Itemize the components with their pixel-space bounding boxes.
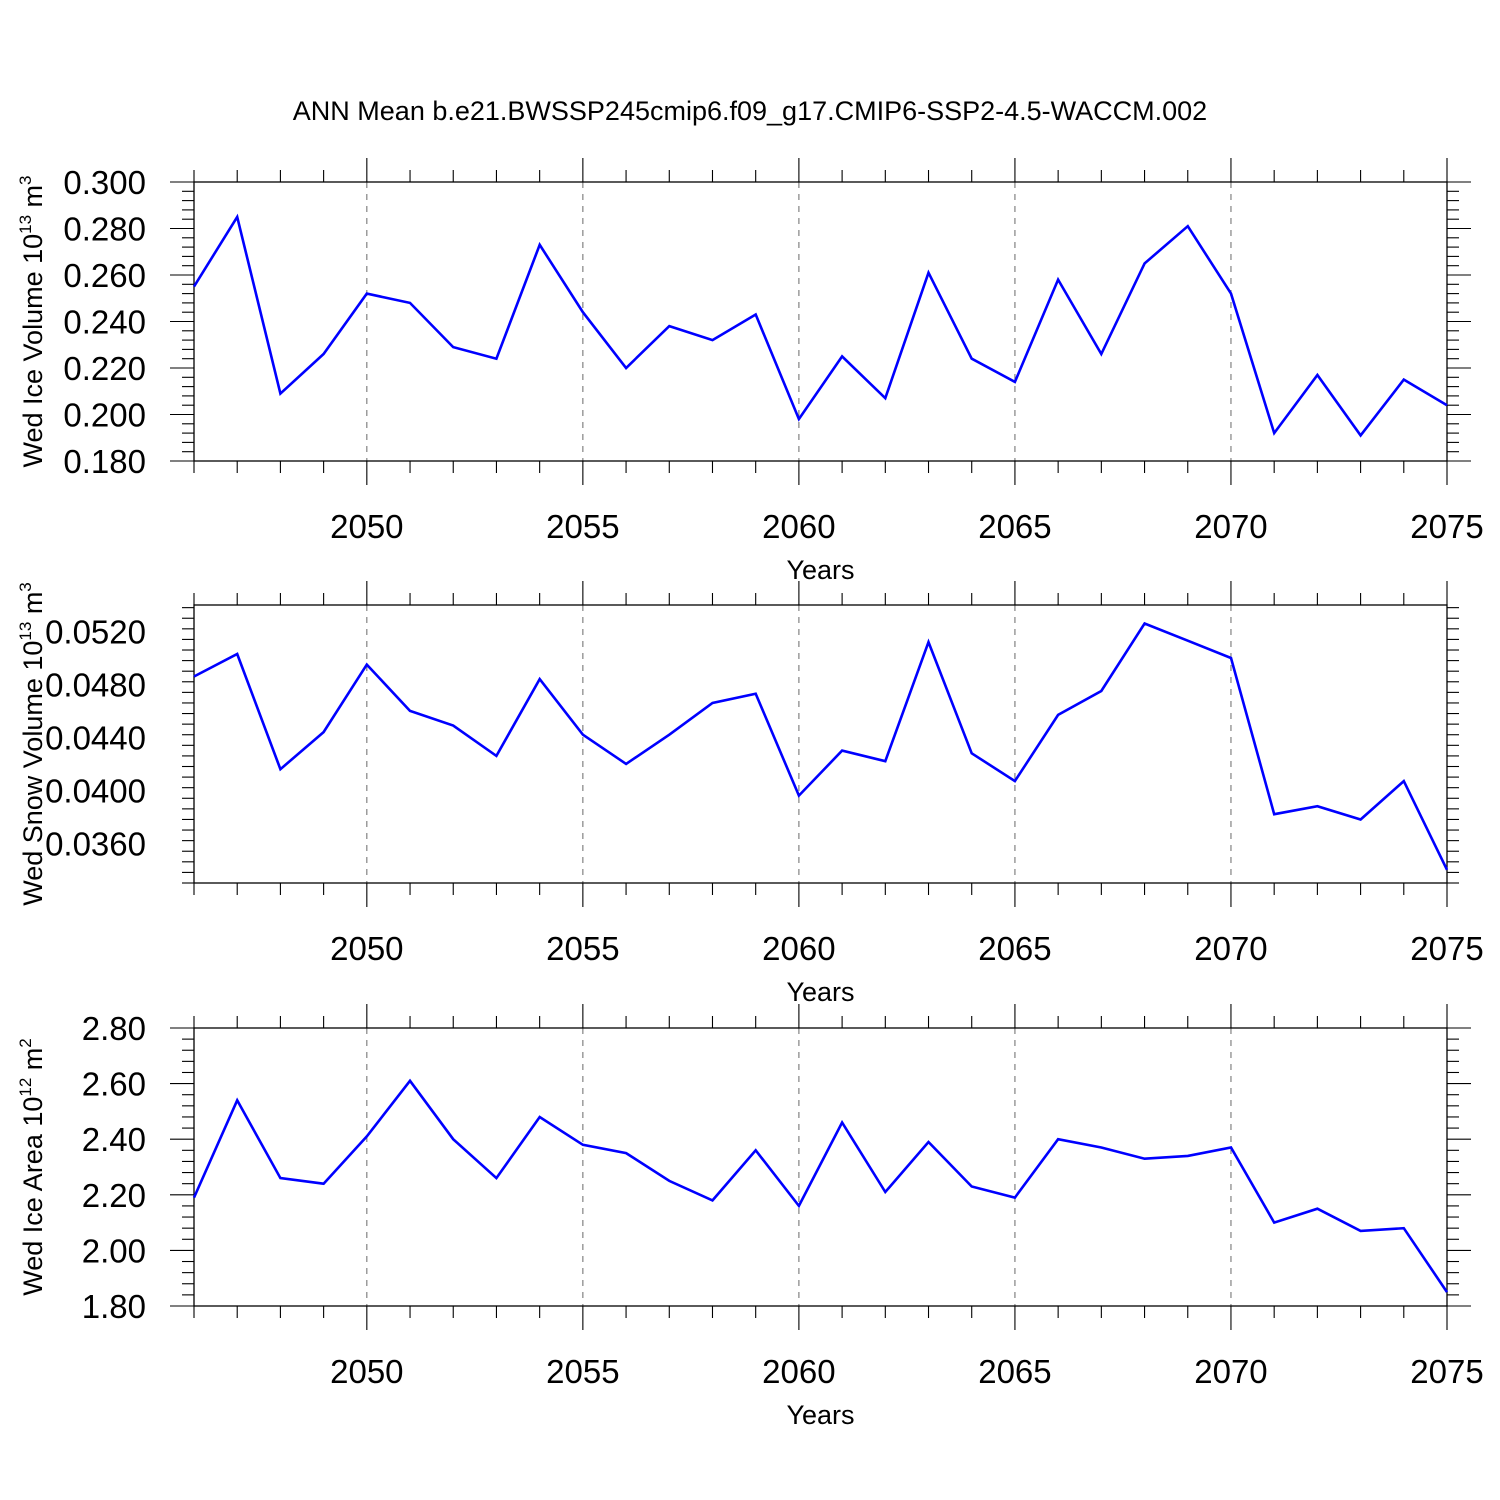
y-axis-label-unit-exp: 2 [16,1038,35,1047]
y-tick-label: 2.60 [82,1066,146,1103]
x-tick-label: 2050 [330,1353,403,1390]
y-tick-label: 0.200 [63,397,146,434]
y-axis-label-base: Wed Snow Volume 10 [18,641,48,906]
x-tick-label: 2070 [1194,1353,1267,1390]
plot-frame [193,1027,1448,1307]
y-axis-label: Wed Snow Volume 1013 m3 [16,582,48,906]
x-tick-label: 2060 [762,508,835,545]
y-tick-label: 0.0400 [45,772,146,809]
x-tick-label: 2060 [762,1353,835,1390]
y-tick-label: 0.300 [63,164,146,201]
y-axis-label: Wed Ice Area 1012 m2 [16,1038,48,1296]
y-axis-label-unit-exp: 3 [16,175,35,184]
y-tick-label: 2.20 [82,1177,146,1214]
series-line [193,621,1449,871]
x-tick-label: 2065 [978,930,1051,967]
x-tick-label: 2050 [330,508,403,545]
y-tick-label: 2.80 [82,1010,146,1047]
x-axis-label: Years [786,977,854,1007]
figure-title: ANN Mean b.e21.BWSSP245cmip6.f09_g17.CMI… [293,96,1207,126]
y-axis-label-unit: m [18,592,48,622]
y-axis-label-base: Wed Ice Volume 10 [18,234,48,468]
panel-3: 1.80 2.00 2.20 2.40 2.60 2.80 2050 2055 2060 2065… [16,1004,1484,1430]
y-tick-label: 2.40 [82,1121,146,1158]
x-tick-label: 2065 [978,1353,1051,1390]
x-tick-label: 2055 [546,508,619,545]
x-tick-label: 2065 [978,508,1051,545]
x-axis-label: Years [786,1400,854,1430]
y-tick-label: 0.0480 [45,666,146,703]
plot-frame [193,181,1448,462]
y-tick-label: 0.0360 [45,825,146,862]
y-axis-label-unit: m [18,185,48,215]
y-tick-label: 0.0440 [45,719,146,756]
y-tick-label: 0.220 [63,350,146,387]
y-axis-label-unit-exp: 3 [16,582,35,591]
x-tick-label: 2070 [1194,508,1267,545]
y-tick-label: 0.0520 [45,613,146,650]
panel-1: 0.180 0.200 0.220 0.240 0.260 0.280 0.300 2050 2… [16,158,1484,585]
y-axis-label-unit: m [18,1048,48,1078]
x-tick-label: 2075 [1410,1353,1483,1390]
y-axis-label-exp: 13 [16,215,35,234]
y-tick-label: 1.80 [82,1288,146,1325]
panels: 0.180 0.200 0.220 0.240 0.260 0.280 0.300 2050 2… [16,158,1484,1430]
y-tick-label: 2.00 [82,1232,146,1269]
x-tick-label: 2055 [546,930,619,967]
y-axis-label-base: Wed Ice Area 10 [18,1097,48,1296]
panel-2: 0.0360 0.0400 0.0440 0.0480 0.0520 2050 2055 20… [16,581,1484,1007]
y-tick-label: 0.260 [63,257,146,294]
y-tick-label: 0.280 [63,211,146,248]
y-tick-label: 0.240 [63,304,146,341]
plot-frame [193,604,1448,884]
x-axis-label: Years [786,555,854,585]
series-line [192,213,1448,438]
x-tick-label: 2050 [330,930,403,967]
x-tick-label: 2075 [1410,930,1483,967]
series-line [192,1078,1449,1293]
y-axis-label-exp: 13 [16,622,35,641]
x-tick-label: 2060 [762,930,835,967]
x-tick-label: 2070 [1194,930,1267,967]
y-axis-label-exp: 12 [16,1078,35,1097]
y-tick-label: 0.180 [63,443,146,480]
y-axis-label: Wed Ice Volume 1013 m3 [16,175,48,467]
x-tick-label: 2075 [1410,508,1483,545]
x-tick-label: 2055 [546,1353,619,1390]
